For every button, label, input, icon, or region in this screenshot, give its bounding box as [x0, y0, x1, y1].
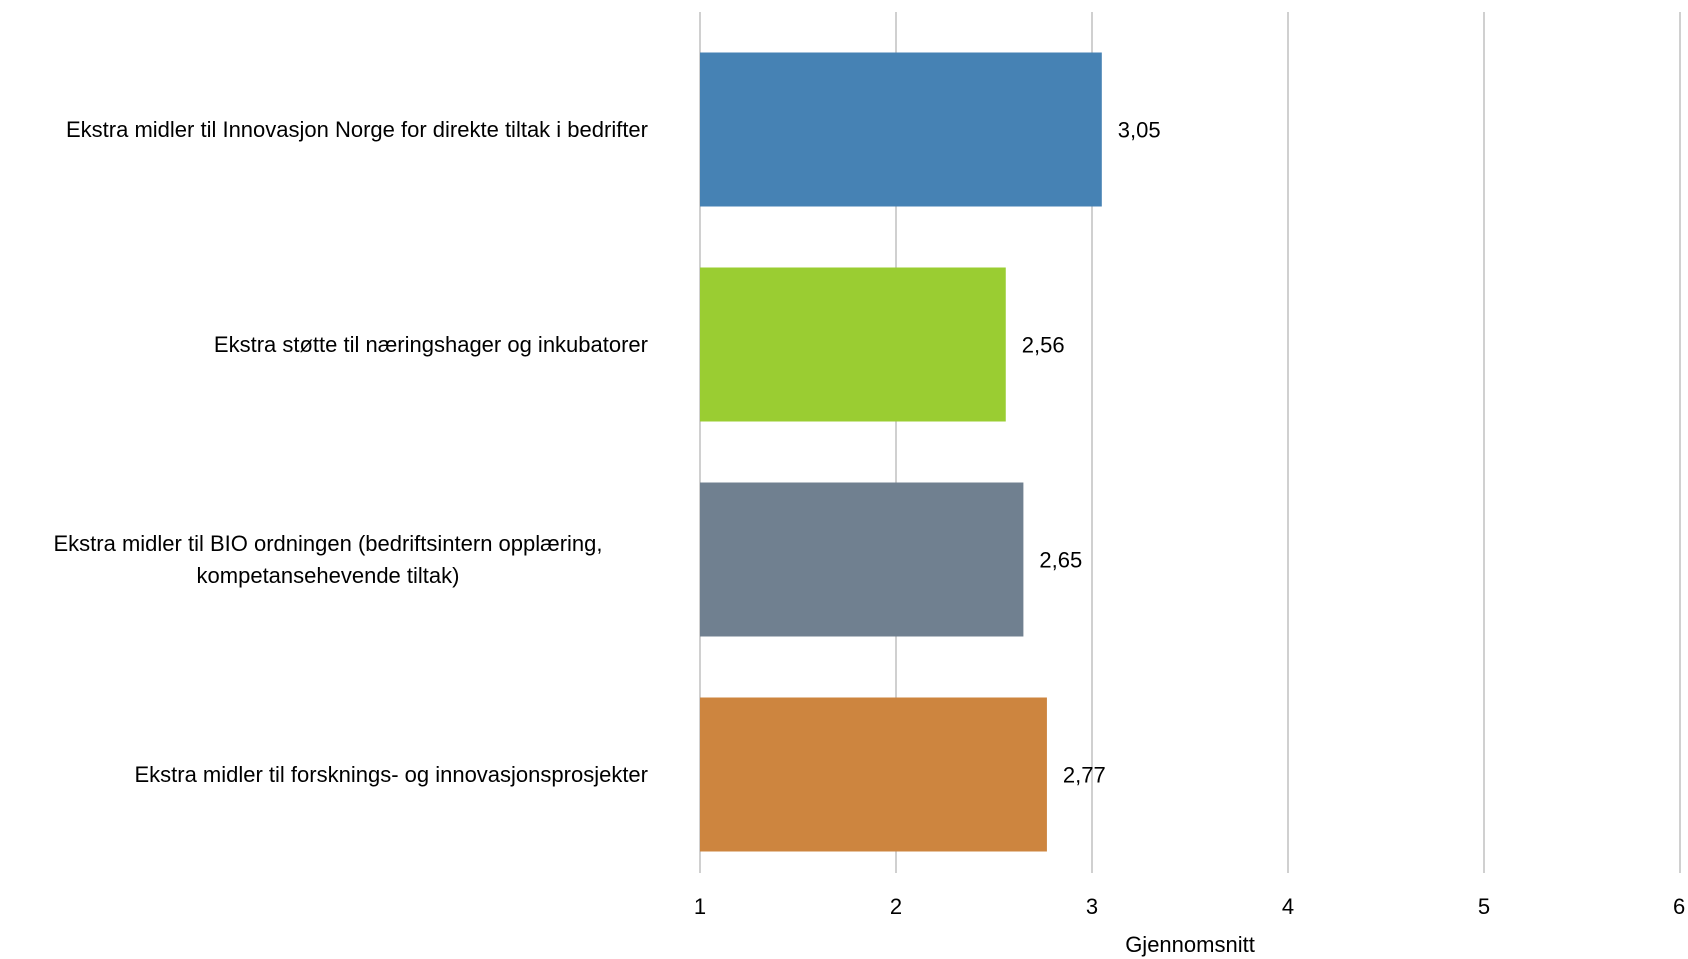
bars: [700, 52, 1102, 852]
category-label-1: Ekstra midler til Innovasjon Norge for d…: [8, 114, 648, 146]
x-tick-label: 5: [1478, 894, 1490, 919]
category-label-line: kompetansehevende tiltak): [196, 562, 460, 588]
x-tick-label: 1: [694, 894, 706, 919]
x-tick-label: 6: [1673, 894, 1685, 919]
category-label-line: Ekstra midler til forsknings- og innovas…: [134, 761, 648, 787]
x-tick-label: 2: [890, 894, 902, 919]
category-label-3: Ekstra midler til BIO ordningen (bedrift…: [8, 528, 648, 592]
data-label-4: 2,77: [1063, 763, 1106, 788]
x-tick-label: 4: [1282, 894, 1294, 919]
bar-4: [700, 697, 1047, 852]
x-axis-label: Gjennomsnitt: [1125, 932, 1255, 957]
data-label-2: 2,56: [1022, 333, 1065, 358]
data-label-3: 2,65: [1039, 548, 1082, 573]
bar-2: [700, 267, 1006, 422]
bar-1: [700, 52, 1102, 207]
x-tick-labels: 1 2 3 4 5 6: [694, 894, 1685, 919]
category-label-line: Ekstra midler til BIO ordningen (bedrift…: [53, 530, 603, 556]
category-label-line: Ekstra midler til Innovasjon Norge for d…: [65, 116, 648, 142]
x-tick-label: 3: [1086, 894, 1098, 919]
bar-3: [700, 482, 1024, 637]
category-label-line: Ekstra støtte til næringshager og inkuba…: [213, 331, 648, 357]
category-label-2: Ekstra støtte til næringshager og inkuba…: [8, 329, 648, 361]
category-label-4: Ekstra midler til forsknings- og innovas…: [8, 759, 648, 791]
data-label-1: 3,05: [1118, 118, 1161, 143]
data-labels: 3,05 2,56 2,65 2,77: [1022, 118, 1161, 788]
